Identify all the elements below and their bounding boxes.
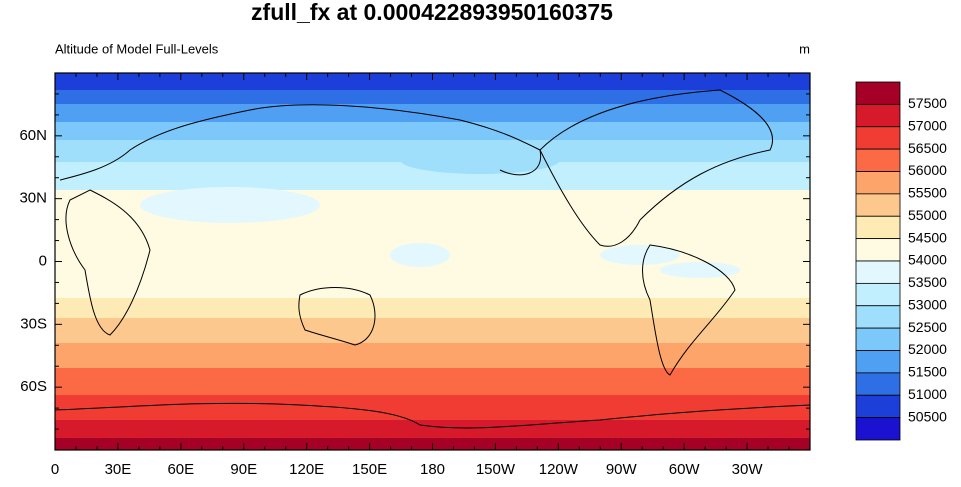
colorbar-box	[855, 260, 901, 284]
colorbar-box	[855, 193, 901, 217]
x-tick-label: 90E	[230, 461, 257, 478]
x-tick-label: 150E	[352, 461, 387, 478]
colorbar-label: 51500	[908, 364, 947, 380]
contour-blob	[400, 146, 560, 174]
colorbar-box	[855, 238, 901, 262]
x-tick-label: 30W	[732, 461, 764, 478]
colorbar-box	[855, 148, 901, 172]
x-tick-label: 30E	[105, 461, 132, 478]
colorbar-label: 57000	[908, 117, 947, 133]
north-america-coast	[539, 89, 773, 247]
contour-band	[55, 298, 810, 319]
colorbar-box	[855, 215, 901, 240]
colorbar-label: 55000	[908, 207, 947, 223]
colorbar-box	[855, 394, 901, 419]
africa-coast	[65, 189, 151, 336]
axis-ticks: 0 30E 60E 90E 120E 150E 180 150W 120W 90W 60W 30W 60…	[19, 72, 811, 478]
x-tick-label: 150W	[476, 461, 516, 478]
colorbar-label: 51000	[908, 386, 947, 402]
x-tick-label: 120W	[539, 461, 579, 478]
contour-band	[55, 343, 810, 369]
colorbar-label: 57500	[908, 95, 947, 111]
colorbar-label: 52500	[908, 319, 947, 335]
contour-band	[55, 90, 810, 105]
y-tick-label: 30S	[20, 315, 47, 332]
contour-fill	[55, 73, 810, 450]
contour-band	[55, 368, 810, 396]
colorbar-box	[855, 372, 901, 396]
colorbar-box	[855, 126, 901, 150]
title: zfull_fx at 0.000422893950160375	[251, 0, 613, 25]
contour-band	[55, 420, 810, 439]
south-america-coast	[642, 244, 736, 376]
colorbar-label: 54500	[908, 229, 947, 245]
colorbar-label: 52000	[908, 341, 947, 357]
colorbar-label: 55500	[908, 185, 947, 201]
colorbar-box	[855, 350, 901, 374]
y-tick-label: 0	[39, 252, 47, 269]
colorbar-label: 56000	[908, 162, 947, 178]
x-tick-label: 60E	[167, 461, 194, 478]
right-string: m	[799, 41, 810, 56]
contour-band	[55, 318, 810, 344]
colorbar-label: 54000	[908, 252, 947, 268]
australia-coast	[298, 287, 376, 346]
y-tick-label: 30N	[19, 190, 47, 207]
contour-band	[55, 104, 810, 123]
y-tick-label: 60N	[19, 127, 47, 144]
x-tick-label: 180	[420, 461, 445, 478]
x-tick-label: 0	[51, 461, 59, 478]
contour-blob	[660, 262, 740, 278]
contour-blob	[390, 243, 450, 267]
contour-blob	[80, 165, 220, 185]
colorbar-label: 50500	[908, 408, 947, 424]
colorbar-box	[855, 327, 901, 351]
colorbar-box	[855, 81, 901, 105]
coastlines	[55, 89, 810, 429]
colorbar-box	[855, 282, 901, 307]
colorbar-box	[855, 305, 901, 329]
colorbar-label: 53500	[908, 274, 947, 290]
contour-blob	[140, 187, 320, 223]
contour-blob	[600, 245, 680, 265]
contour-band	[55, 395, 810, 421]
left-string: Altitude of Model Full-Levels	[55, 41, 219, 56]
colorbar-label: 53000	[908, 296, 947, 312]
contour-band	[55, 122, 810, 141]
x-tick-label: 120E	[289, 461, 324, 478]
colorbar-label: 56500	[908, 140, 947, 156]
y-tick-label: 60S	[20, 378, 47, 395]
map	[54, 72, 811, 451]
colorbar-box	[855, 171, 901, 195]
x-tick-label: 60W	[669, 461, 701, 478]
colorbar-box	[855, 103, 901, 128]
antarctica-coast	[55, 402, 810, 429]
x-tick-label: 90W	[606, 461, 638, 478]
colorbar: 57500 57000 56500 56000 55500 55000 54500 54000…	[855, 81, 947, 441]
colorbar-box	[855, 417, 901, 441]
